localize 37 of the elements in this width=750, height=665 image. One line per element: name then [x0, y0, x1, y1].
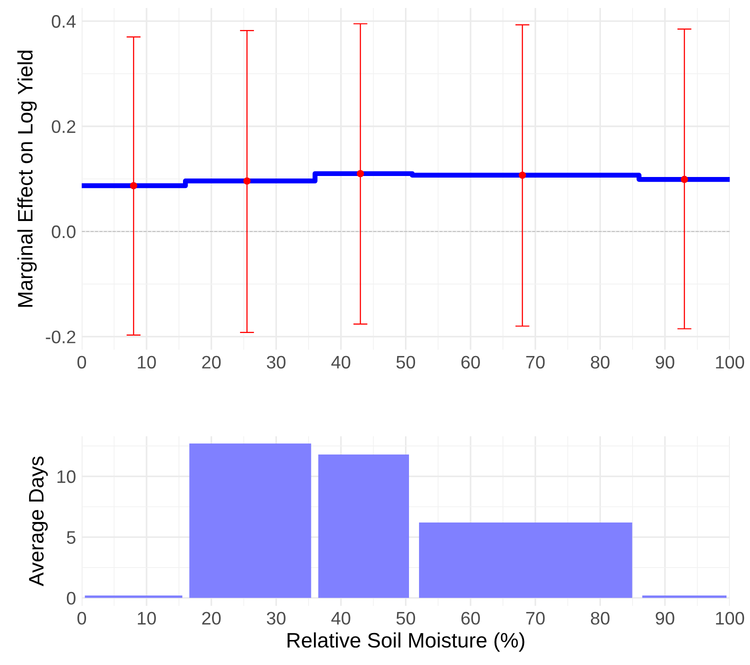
y-tick-label: 0.2 — [52, 120, 76, 134]
x-tick-label: 30 — [266, 356, 286, 369]
y-axis-title: Marginal Effect on Log Yield — [17, 50, 37, 307]
x-tick-label: 40 — [331, 356, 350, 369]
x-tick-label: 10 — [138, 612, 156, 625]
x-tick-label: 80 — [590, 612, 610, 625]
x-tick-label: 70 — [526, 356, 545, 369]
y-tick-label: 0.0 — [52, 225, 76, 238]
y-tick-label: 0.4 — [52, 15, 76, 28]
x-tick-label: 20 — [202, 612, 221, 625]
point — [356, 170, 364, 178]
y-tick-label: 0 — [66, 592, 76, 605]
x-tick-label: 100 — [716, 356, 744, 369]
y-axis-title: Average Days — [29, 456, 48, 586]
x-tick-label: 100 — [716, 612, 744, 625]
point — [243, 177, 251, 185]
x-tick-label: 10 — [138, 356, 156, 369]
point — [130, 182, 138, 190]
x-tick-label: 40 — [331, 612, 350, 625]
x-tick-label: 30 — [266, 612, 286, 625]
point — [518, 172, 526, 179]
x-tick-label: 0 — [77, 356, 86, 369]
x-axis-title: Relative Soil Moisture (%) — [288, 632, 524, 652]
x-tick-label: 80 — [590, 356, 610, 369]
x-tick-label: 60 — [461, 356, 480, 369]
x-tick-label: 50 — [396, 356, 416, 369]
x-tick-label: 0 — [77, 612, 86, 625]
x-tick-label: 60 — [461, 612, 480, 625]
x-tick-label: 90 — [656, 612, 674, 625]
y-tick-label: -0.2 — [46, 330, 76, 344]
x-tick-label: 50 — [396, 612, 416, 625]
y-tick-label: 10 — [57, 470, 76, 484]
point — [680, 176, 688, 184]
x-tick-label: 20 — [202, 356, 221, 369]
y-tick-label: 5 — [66, 531, 76, 544]
x-tick-label: 70 — [526, 612, 545, 625]
x-tick-label: 90 — [656, 356, 674, 369]
